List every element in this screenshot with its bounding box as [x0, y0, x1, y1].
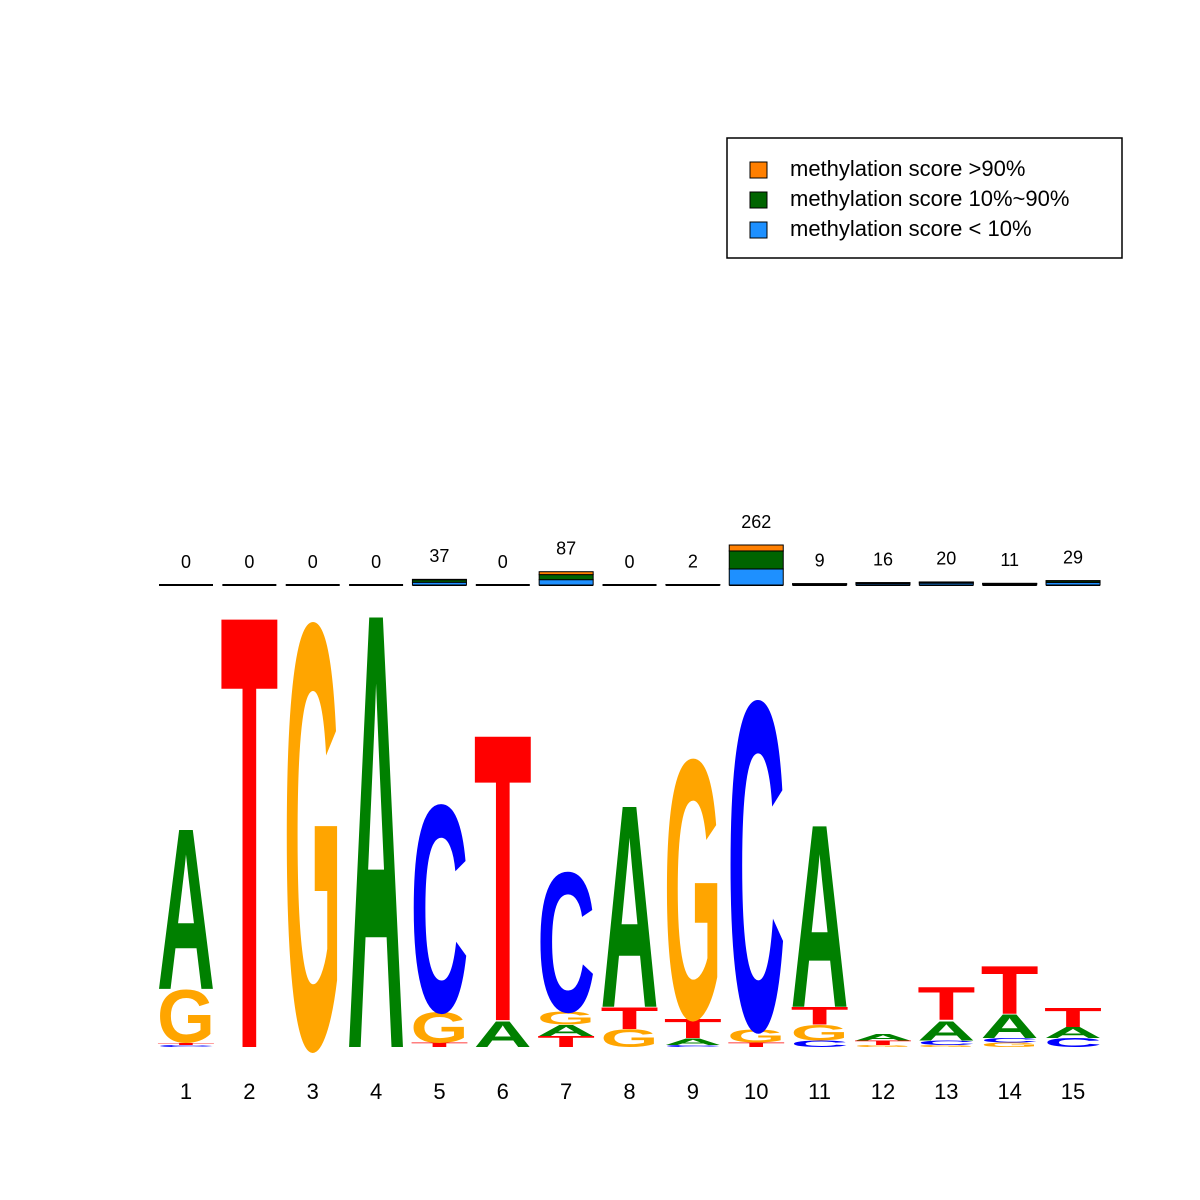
logo-letter: C [664, 1044, 722, 1047]
count-label: 16 [873, 549, 893, 569]
legend-box [726, 137, 1123, 259]
logo-letter: A [537, 1022, 595, 1039]
count-label: 0 [498, 552, 508, 572]
position-label: 4 [370, 1079, 382, 1104]
position-label: 8 [623, 1079, 635, 1104]
position-label: 11 [808, 1079, 831, 1104]
legend-swatch [749, 161, 768, 179]
logo-letter: G [601, 1025, 659, 1053]
legend-swatch [749, 191, 768, 209]
logo-letter: A [1044, 1024, 1102, 1041]
methylation-segment [538, 574, 594, 581]
logo-letter: C [537, 831, 595, 1054]
count-label: 9 [815, 550, 825, 570]
logo-letter: A [854, 1032, 912, 1042]
legend-swatch [749, 221, 768, 239]
logo-letter: T [220, 486, 278, 1179]
logo-letter: C [157, 1044, 215, 1047]
logo-letter: C [727, 603, 785, 1130]
logo-letter: T [157, 1042, 215, 1045]
logo-letter: C [981, 1037, 1039, 1044]
position-label: 15 [1061, 1079, 1085, 1104]
position-label: 7 [560, 1079, 572, 1104]
count-label: 262 [741, 512, 771, 532]
logo-letter: A [791, 770, 849, 1063]
logo-letter: C [791, 1039, 849, 1049]
position-label: 5 [433, 1079, 445, 1104]
count-label: 0 [625, 552, 635, 572]
logo-letter: G [157, 974, 215, 1058]
logo-letter: T [537, 1033, 595, 1050]
logo-letter: T [791, 1002, 849, 1030]
logo-letter: A [981, 1007, 1039, 1045]
logo-letter: A [347, 483, 405, 1180]
logo-letter: A [474, 1014, 532, 1056]
logo-letter: G [727, 1026, 785, 1047]
methylation-segment [538, 571, 594, 576]
logo-letter: G [791, 1020, 849, 1045]
count-label: 0 [181, 552, 191, 572]
logo-letter: T [917, 978, 975, 1031]
count-label: 20 [936, 549, 956, 569]
logo-letter: C [1044, 1036, 1102, 1050]
logo-letter: G [981, 1041, 1039, 1048]
position-label: 9 [687, 1079, 699, 1104]
count-label: 87 [556, 538, 576, 558]
position-label: 6 [497, 1079, 509, 1104]
methylation-segment [538, 579, 594, 586]
methylation-segment [411, 578, 467, 581]
position-label: 10 [744, 1079, 768, 1104]
legend-label: methylation score >90% [790, 156, 1025, 181]
count-label: 11 [1000, 550, 1019, 570]
position-label: 1 [180, 1079, 192, 1104]
legend-label: methylation score < 10% [790, 216, 1032, 241]
methylation-segment [728, 550, 784, 570]
logo-letter: T [727, 1041, 785, 1048]
logo-letter: C [410, 744, 468, 1076]
position-label: 13 [934, 1079, 958, 1104]
logo-letter: T [1044, 1002, 1102, 1033]
methylation-segment [728, 568, 784, 586]
position-label: 3 [307, 1079, 319, 1104]
logo-letter: G [537, 1008, 595, 1029]
logo-letter: G [854, 1044, 912, 1047]
legend-label: methylation score 10%~90% [790, 186, 1069, 211]
methylation-segment [728, 544, 784, 552]
count-label: 2 [688, 551, 698, 571]
count-label: 29 [1063, 547, 1083, 567]
logo-letter: C [917, 1039, 975, 1046]
count-label: 0 [371, 552, 381, 572]
count-label: 0 [244, 552, 254, 572]
count-label: 0 [308, 552, 318, 572]
position-label: 2 [243, 1079, 255, 1104]
logo-letter: A [664, 1036, 722, 1046]
logo-letter: T [410, 1041, 468, 1048]
logo-letter: G [664, 681, 722, 1097]
logo-letter: T [854, 1039, 912, 1046]
logo-letter: G [284, 495, 342, 1176]
position-label: 12 [871, 1079, 895, 1104]
count-label: 37 [429, 546, 449, 566]
logo-letter: G [917, 1044, 975, 1047]
logo-letter: A [601, 745, 659, 1069]
logo-letter: A [917, 1015, 975, 1046]
position-label: 14 [997, 1079, 1021, 1104]
logo-letter: T [664, 1013, 722, 1044]
logo-letter: A [157, 779, 215, 1038]
logo-letter: T [474, 648, 532, 1108]
logo-letter: G [410, 1003, 468, 1052]
logo-letter: T [981, 951, 1039, 1028]
logo-letter: T [601, 1001, 659, 1036]
